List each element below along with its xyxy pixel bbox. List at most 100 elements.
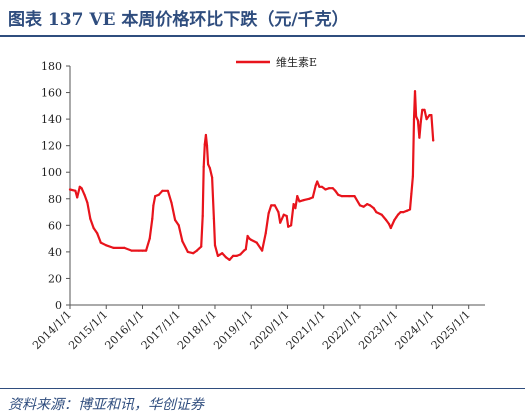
data-point bbox=[89, 217, 92, 220]
data-point bbox=[157, 193, 160, 196]
data-point bbox=[204, 133, 207, 137]
chart-axes: 0204060801001201401601802014/1/12015/1/1… bbox=[30, 60, 485, 352]
data-point bbox=[408, 208, 412, 211]
data-point bbox=[318, 185, 321, 188]
data-point bbox=[186, 250, 189, 253]
data-point bbox=[430, 114, 433, 117]
y-tick-label: 60 bbox=[48, 219, 62, 232]
data-point bbox=[411, 175, 414, 178]
data-point bbox=[166, 189, 169, 192]
data-point bbox=[68, 188, 72, 191]
data-point bbox=[432, 139, 435, 142]
data-point bbox=[244, 248, 247, 251]
data-point bbox=[170, 201, 173, 204]
chart-title: 图表 137 VE 本周价格环比下跌（元/千克） bbox=[8, 10, 349, 30]
data-point bbox=[393, 218, 396, 222]
data-point bbox=[302, 199, 305, 202]
data-point bbox=[174, 218, 177, 222]
data-point bbox=[250, 238, 253, 241]
data-point bbox=[311, 196, 314, 199]
data-point bbox=[141, 249, 144, 252]
data-point bbox=[235, 254, 238, 257]
data-point bbox=[298, 200, 301, 203]
data-point bbox=[130, 249, 133, 252]
data-point bbox=[421, 108, 424, 111]
data-point bbox=[366, 203, 369, 206]
source-divider bbox=[0, 388, 525, 389]
data-point bbox=[353, 195, 356, 198]
data-point bbox=[292, 203, 295, 206]
data-point bbox=[279, 221, 282, 224]
data-point bbox=[200, 245, 203, 248]
data-point bbox=[316, 180, 319, 183]
data-point bbox=[396, 213, 400, 216]
data-point bbox=[362, 205, 365, 208]
data-point bbox=[412, 118, 416, 121]
data-point bbox=[221, 252, 224, 255]
data-point bbox=[255, 241, 258, 244]
data-point bbox=[181, 240, 184, 243]
data-point bbox=[308, 197, 311, 200]
data-point bbox=[413, 90, 417, 93]
data-point bbox=[419, 120, 422, 123]
data-point bbox=[273, 204, 276, 207]
data-point bbox=[205, 144, 209, 147]
data-point bbox=[154, 195, 157, 198]
data-point bbox=[224, 256, 227, 259]
data-point bbox=[314, 184, 317, 187]
data-point bbox=[216, 254, 219, 257]
data-point bbox=[248, 237, 251, 240]
data-point bbox=[389, 226, 392, 230]
data-point bbox=[423, 108, 426, 111]
data-point bbox=[232, 254, 235, 257]
data-point bbox=[246, 234, 249, 238]
data-point bbox=[213, 244, 217, 247]
data-point bbox=[195, 249, 198, 252]
data-point bbox=[331, 187, 334, 190]
data-point bbox=[211, 176, 214, 179]
data-point bbox=[92, 226, 95, 230]
data-point bbox=[337, 193, 340, 196]
data-point bbox=[228, 258, 231, 261]
data-point bbox=[177, 224, 180, 227]
data-point bbox=[328, 187, 331, 190]
source-note: 资料来源：博亚和讯，华创证券 bbox=[8, 397, 204, 413]
data-point bbox=[99, 241, 102, 244]
y-tick-label: 20 bbox=[48, 272, 62, 285]
data-point bbox=[399, 211, 402, 214]
data-point bbox=[375, 211, 378, 214]
data-point bbox=[212, 217, 215, 220]
data-point bbox=[324, 188, 327, 191]
data-point bbox=[261, 249, 264, 252]
data-point bbox=[296, 195, 299, 198]
y-tick-label: 120 bbox=[41, 140, 62, 153]
y-tick-label: 140 bbox=[41, 113, 62, 126]
data-point bbox=[267, 212, 270, 215]
y-tick-label: 180 bbox=[41, 60, 62, 73]
title-bar: 图表 137 VE 本周价格环比下跌（元/千克） bbox=[0, 0, 525, 37]
series-line-vitamin-e bbox=[68, 90, 435, 261]
data-point bbox=[203, 143, 206, 146]
data-point bbox=[428, 114, 431, 117]
data-point bbox=[76, 196, 79, 199]
data-point bbox=[287, 225, 290, 228]
y-tick-label: 80 bbox=[48, 193, 62, 206]
data-point bbox=[264, 232, 267, 235]
data-point bbox=[425, 118, 428, 121]
data-point bbox=[415, 115, 418, 118]
data-point bbox=[96, 232, 99, 235]
data-point bbox=[290, 224, 293, 227]
data-point bbox=[410, 192, 413, 195]
data-point bbox=[112, 246, 115, 249]
y-tick-label: 100 bbox=[41, 166, 62, 179]
data-point bbox=[83, 193, 86, 196]
data-point bbox=[80, 187, 83, 190]
data-point bbox=[358, 204, 362, 207]
data-point bbox=[334, 189, 337, 192]
data-point bbox=[285, 214, 288, 218]
data-point bbox=[239, 253, 242, 256]
data-point bbox=[242, 249, 246, 252]
title-divider bbox=[0, 35, 525, 37]
data-point bbox=[395, 216, 398, 219]
y-tick-label: 40 bbox=[48, 246, 62, 259]
